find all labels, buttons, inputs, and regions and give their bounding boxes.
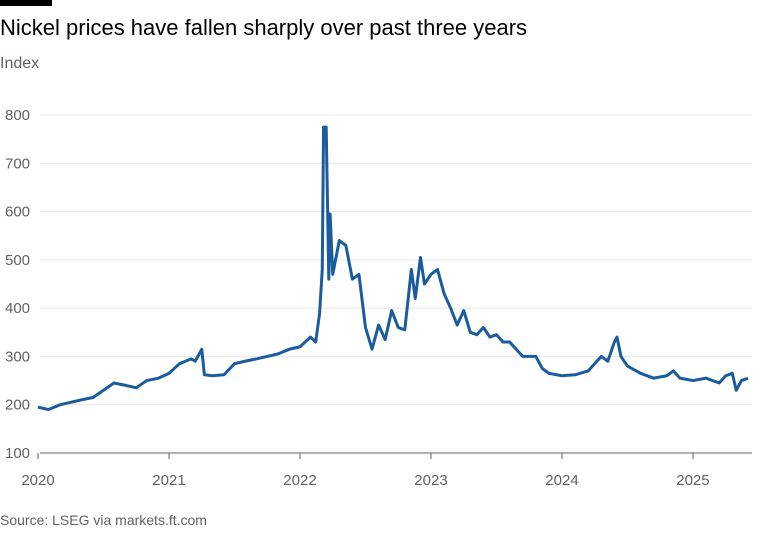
x-tick-label: 2023 [414, 472, 447, 489]
x-tick-label: 2022 [283, 472, 316, 489]
y-tick-label: 200 [5, 397, 30, 414]
brand-bar [0, 0, 52, 6]
source: Source: LSEG via markets.ft.com [0, 512, 207, 528]
line-series [37, 125, 749, 412]
y-tick-label: 500 [5, 252, 30, 269]
y-tick-label: 300 [5, 348, 30, 365]
x-tick-label: 2025 [676, 472, 709, 489]
x-tick-label: 2021 [152, 472, 185, 489]
x-tick-label: 2024 [545, 472, 578, 489]
chart-title: Nickel prices have fallen sharply over p… [0, 15, 527, 40]
y-tick-label: 700 [5, 155, 30, 172]
chart-subtitle: Index [0, 55, 39, 72]
x-tick-label: 2020 [21, 472, 54, 489]
y-tick-label: 600 [5, 204, 30, 221]
y-tick-label: 100 [5, 445, 30, 462]
y-tick-label: 800 [5, 107, 30, 124]
y-tick-label: 400 [5, 300, 30, 317]
